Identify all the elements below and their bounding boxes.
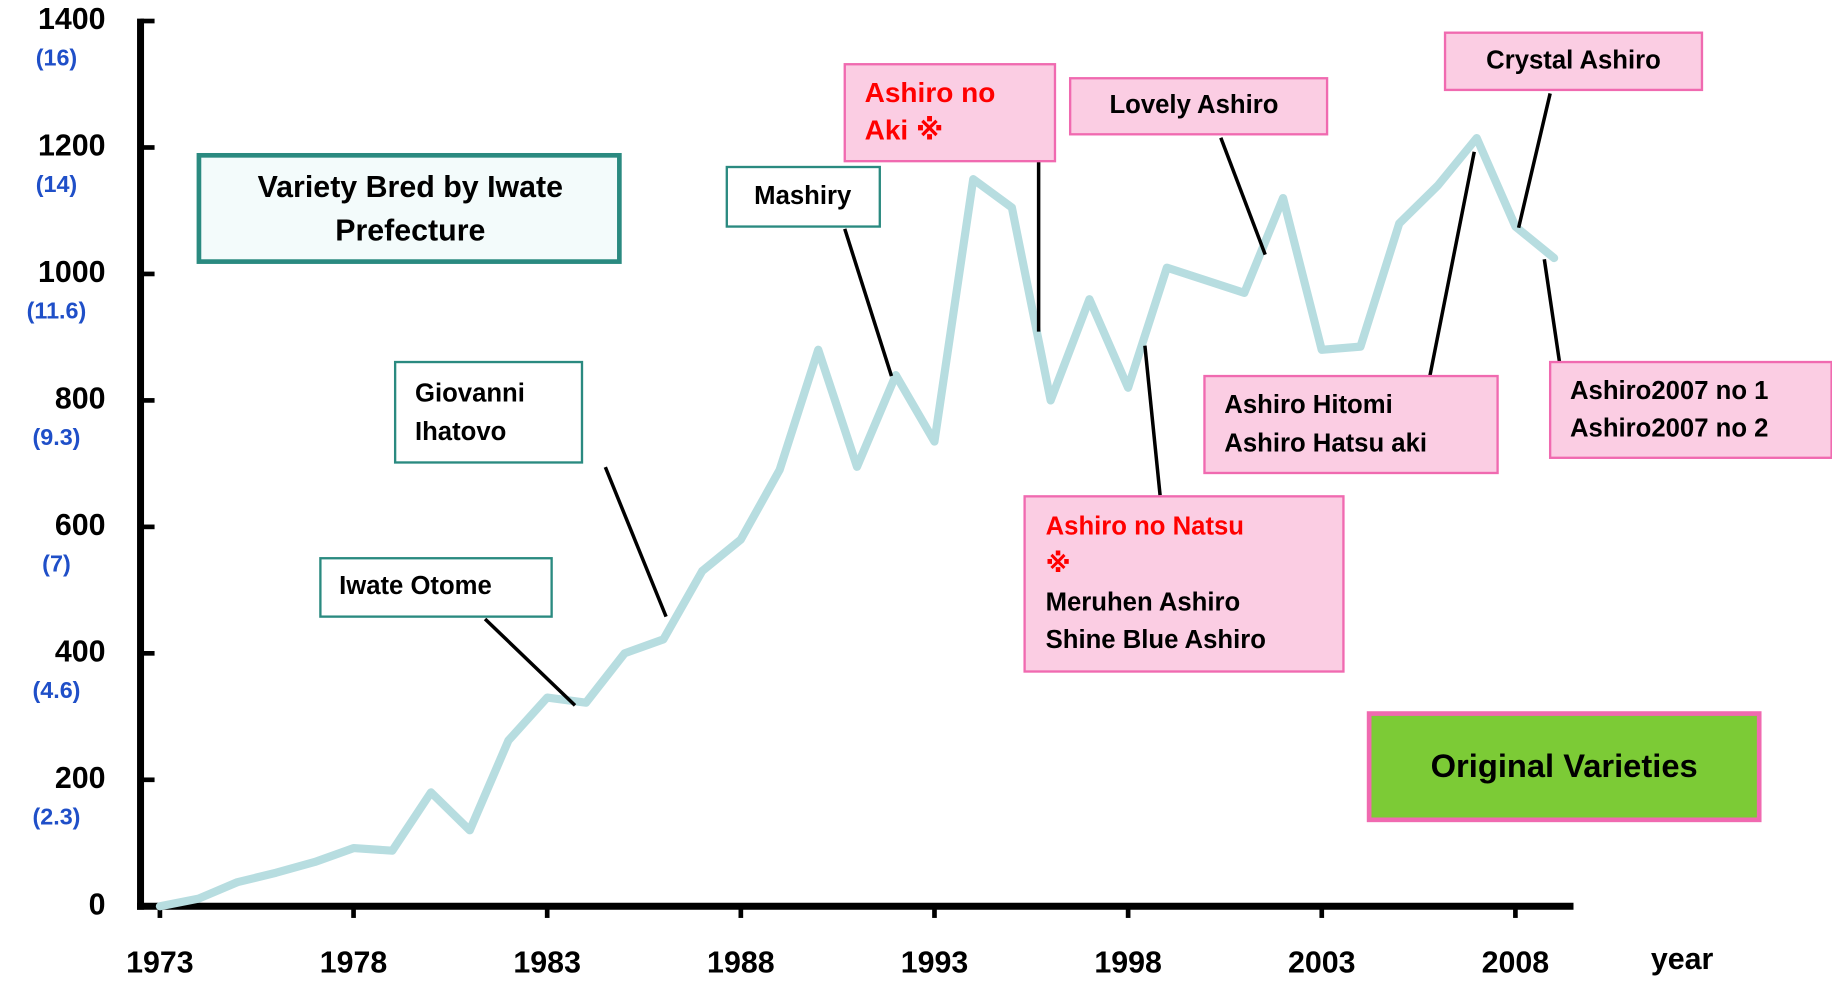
annotation-box	[319, 557, 553, 618]
leader-line	[1219, 137, 1267, 256]
leader-line	[1542, 259, 1562, 363]
leader-line	[1143, 345, 1162, 496]
y-tick-sublabel: (14)	[36, 171, 78, 197]
x-tick-label: 2003	[1288, 947, 1356, 980]
y-tick-label: 800	[55, 382, 106, 415]
annotation-text: Ashiro2007 no 2	[1570, 415, 1768, 443]
y-tick-sublabel: (11.6)	[27, 298, 87, 324]
leader-line	[1428, 151, 1476, 377]
annotation-text: Mashiry	[754, 182, 852, 210]
annotation-box	[725, 165, 881, 228]
leader-line	[843, 228, 894, 377]
x-tick-label: 1993	[901, 947, 969, 980]
annotation-text: Iwate Otome	[339, 572, 492, 600]
annotation-text: Giovanni	[415, 380, 525, 408]
y-tick-sublabel: (7)	[42, 551, 71, 577]
x-tick-label: 1998	[1094, 947, 1162, 980]
annotation-text: Shine Blue Ashiro	[1046, 626, 1266, 654]
annotation-box	[1548, 360, 1832, 459]
annotation-text: Crystal Ashiro	[1486, 47, 1661, 75]
annotation-box	[393, 360, 584, 464]
leader-line	[603, 466, 668, 618]
annotation-box	[843, 63, 1057, 163]
annotation-box	[1068, 77, 1329, 136]
y-tick-label: 200	[55, 762, 106, 795]
legend-label: Original Varieties	[1431, 747, 1698, 784]
y-tick-label: 600	[55, 509, 106, 542]
y-tick-sublabel: (4.6)	[32, 677, 80, 703]
annotation-text: Ashiro Hatsu aki	[1224, 430, 1427, 458]
annotation-text: Ashiro no Natsu	[1046, 513, 1244, 541]
annotation-text: Ihatovo	[415, 418, 506, 446]
annotation-text: Ashiro2007 no 1	[1570, 377, 1768, 405]
x-tick-label: 1973	[126, 947, 194, 980]
annotation-text: Ashiro no	[865, 77, 996, 108]
annotation-text: Lovely Ashiro	[1109, 91, 1278, 119]
legend-box	[196, 152, 622, 264]
x-tick-label: 1983	[513, 947, 581, 980]
annotation-text: Ashiro Hitomi	[1224, 391, 1392, 419]
annotation-text: Aki ※	[865, 114, 944, 145]
data-line	[155, 133, 1559, 911]
x-tick-label: 1978	[320, 947, 388, 980]
legend-box	[1366, 711, 1762, 823]
y-tick-sublabel: (16)	[36, 45, 78, 71]
y-tick-label: 400	[55, 635, 106, 668]
leader-line	[483, 617, 577, 707]
annotation-box	[1443, 31, 1704, 92]
x-tick-label: 2008	[1482, 947, 1550, 980]
annotation-text: ※	[1046, 549, 1071, 578]
y-tick-label: 1400	[38, 3, 106, 36]
y-tick-sublabel: (2.3)	[32, 804, 80, 830]
y-tick-label: 1000	[38, 256, 106, 289]
annotation-box	[1023, 495, 1345, 673]
legend-label: Variety Bred by Iwate Prefecture	[258, 171, 563, 247]
leader-line	[1516, 93, 1552, 229]
y-tick-label: 0	[89, 888, 106, 921]
y-tick-label: 1200	[38, 129, 106, 162]
x-axis-label: year	[1651, 943, 1714, 976]
annotation-text: Meruhen Ashiro	[1046, 589, 1241, 617]
x-tick-label: 1988	[707, 947, 775, 980]
y-tick-sublabel: (9.3)	[32, 424, 80, 450]
annotation-box	[1203, 374, 1499, 475]
